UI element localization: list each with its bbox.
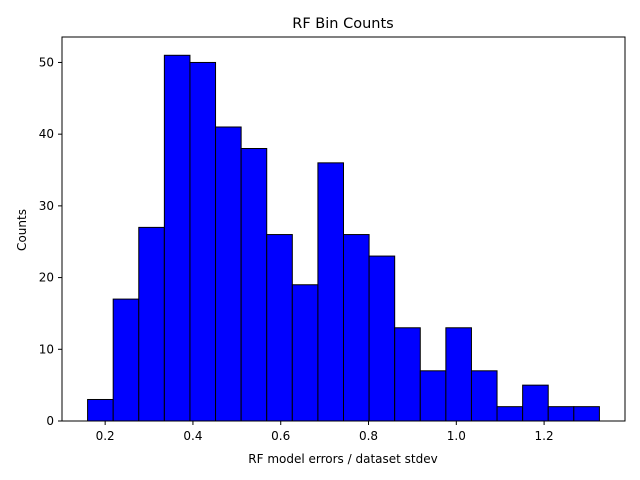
x-axis-label: RF model errors / dataset stdev	[248, 452, 437, 466]
plot-frame	[61, 36, 626, 422]
y-tick-label: 40	[39, 127, 54, 141]
x-tick-label: 1.0	[447, 429, 466, 443]
x-tick-label: 0.6	[271, 429, 290, 443]
histogram-bar	[522, 384, 549, 422]
histogram-bar	[215, 126, 242, 422]
bars-group	[87, 54, 600, 422]
x-axis-ticks: 0.2 0.4 0.6 0.8 1.0 1.2	[96, 421, 554, 443]
histogram-bar	[112, 298, 140, 422]
histogram-bar	[163, 54, 191, 422]
histogram-bar	[394, 327, 421, 422]
histogram-bar	[547, 406, 575, 422]
x-tick-label: 0.2	[96, 429, 115, 443]
y-axis-label: Counts	[15, 209, 29, 251]
y-tick-label: 10	[39, 342, 54, 356]
y-tick-label: 20	[39, 271, 54, 285]
chart-title: RF Bin Counts	[292, 16, 393, 32]
x-tick-label: 1.2	[535, 429, 554, 443]
histogram-bar	[240, 148, 268, 422]
histogram-bar	[445, 327, 472, 422]
histogram-bar	[317, 162, 344, 422]
histogram-bar	[470, 370, 498, 422]
y-tick-label: 30	[39, 199, 54, 213]
histogram-bar	[419, 370, 447, 422]
histogram-bar	[573, 406, 600, 422]
histogram-bar	[343, 234, 370, 422]
histogram-bar	[368, 255, 396, 422]
histogram-bar	[189, 61, 217, 422]
y-axis-ticks: 0 10 20 30 40 50	[39, 55, 62, 428]
y-tick-label: 0	[46, 414, 54, 428]
histogram-bar	[496, 406, 524, 422]
histogram-bar	[87, 398, 114, 422]
histogram-bar	[291, 284, 319, 422]
x-tick-label: 0.4	[183, 429, 202, 443]
y-tick-label: 50	[39, 55, 54, 69]
histogram-bar	[266, 234, 293, 422]
x-tick-label: 0.8	[359, 429, 378, 443]
histogram-bar	[138, 226, 165, 422]
